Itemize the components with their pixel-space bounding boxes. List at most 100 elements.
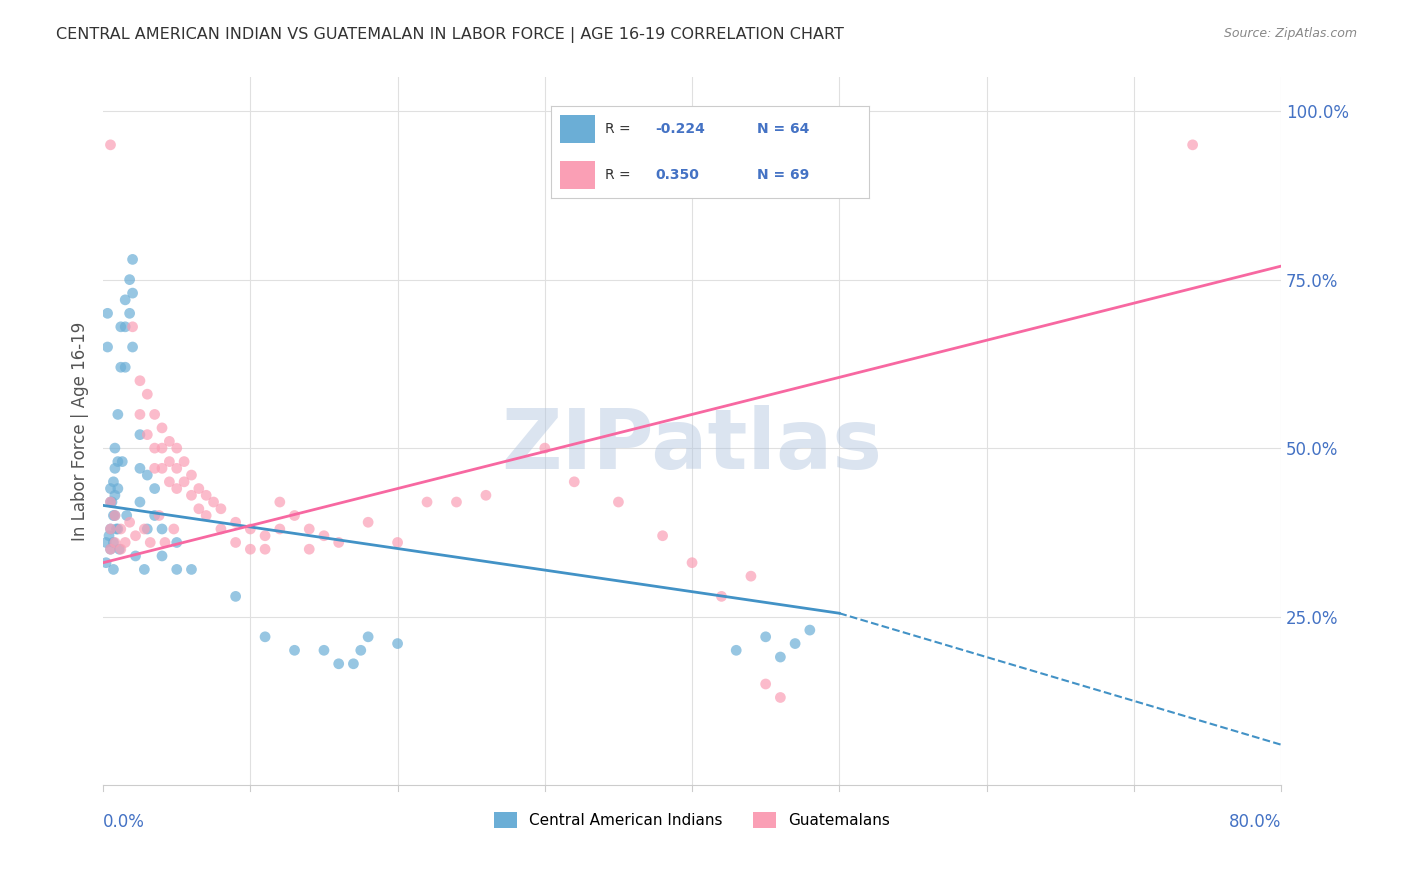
Point bbox=[312, 643, 335, 657]
Point bbox=[129, 427, 152, 442]
Point bbox=[387, 535, 409, 549]
Point bbox=[104, 508, 127, 523]
Legend: Central American Indians, Guatemalans: Central American Indians, Guatemalans bbox=[488, 805, 896, 834]
Point bbox=[143, 408, 166, 422]
Point bbox=[110, 360, 132, 375]
Point bbox=[114, 360, 136, 375]
Point bbox=[143, 482, 166, 496]
Point bbox=[134, 522, 156, 536]
Point bbox=[129, 408, 152, 422]
Point bbox=[143, 441, 166, 455]
Point bbox=[562, 475, 585, 489]
Point bbox=[107, 454, 129, 468]
Point bbox=[100, 495, 122, 509]
Point bbox=[187, 501, 209, 516]
Point bbox=[110, 319, 132, 334]
Point bbox=[100, 522, 122, 536]
Point bbox=[416, 495, 439, 509]
Point bbox=[103, 535, 125, 549]
Point bbox=[312, 529, 335, 543]
Point bbox=[769, 690, 792, 705]
Text: CENTRAL AMERICAN INDIAN VS GUATEMALAN IN LABOR FORCE | AGE 16-19 CORRELATION CHA: CENTRAL AMERICAN INDIAN VS GUATEMALAN IN… bbox=[56, 27, 844, 43]
Point bbox=[209, 522, 232, 536]
Point bbox=[254, 529, 277, 543]
Point bbox=[121, 319, 143, 334]
Point bbox=[107, 482, 129, 496]
Point bbox=[350, 643, 373, 657]
Point bbox=[173, 454, 195, 468]
Point bbox=[139, 535, 162, 549]
Point bbox=[283, 643, 305, 657]
Point bbox=[115, 508, 138, 523]
Point bbox=[150, 522, 173, 536]
Point bbox=[114, 293, 136, 307]
Point bbox=[104, 461, 127, 475]
Point bbox=[157, 434, 180, 449]
Point bbox=[533, 441, 555, 455]
Point bbox=[785, 636, 807, 650]
Point bbox=[124, 549, 146, 563]
Point bbox=[105, 522, 128, 536]
Point bbox=[103, 475, 125, 489]
Point bbox=[124, 529, 146, 543]
Point bbox=[166, 441, 188, 455]
Point bbox=[104, 508, 127, 523]
Point bbox=[799, 623, 821, 637]
Point bbox=[121, 252, 143, 267]
Point bbox=[100, 522, 122, 536]
Text: 80.0%: 80.0% bbox=[1229, 814, 1281, 831]
Point bbox=[143, 508, 166, 523]
Point bbox=[681, 556, 703, 570]
Point bbox=[239, 522, 262, 536]
Point bbox=[107, 408, 129, 422]
Point bbox=[153, 535, 176, 549]
Text: ZIPatlas: ZIPatlas bbox=[502, 405, 883, 486]
Point bbox=[387, 636, 409, 650]
Point bbox=[94, 556, 117, 570]
Point bbox=[209, 501, 232, 516]
Point bbox=[755, 630, 778, 644]
Point bbox=[136, 387, 159, 401]
Point bbox=[96, 306, 118, 320]
Point bbox=[143, 461, 166, 475]
Point bbox=[100, 542, 122, 557]
Point bbox=[114, 319, 136, 334]
Point bbox=[180, 468, 202, 483]
Point bbox=[769, 650, 792, 665]
Point bbox=[173, 475, 195, 489]
Point bbox=[298, 542, 321, 557]
Point bbox=[118, 272, 141, 286]
Point bbox=[163, 522, 186, 536]
Point bbox=[100, 482, 122, 496]
Point bbox=[755, 677, 778, 691]
Point bbox=[134, 562, 156, 576]
Point bbox=[225, 590, 247, 604]
Point bbox=[298, 522, 321, 536]
Text: 0.0%: 0.0% bbox=[103, 814, 145, 831]
Point bbox=[269, 495, 291, 509]
Point bbox=[101, 495, 124, 509]
Point bbox=[118, 515, 141, 529]
Point bbox=[725, 643, 748, 657]
Point bbox=[94, 535, 117, 549]
Point bbox=[103, 562, 125, 576]
Point bbox=[100, 495, 122, 509]
Point bbox=[150, 461, 173, 475]
Point bbox=[651, 529, 673, 543]
Point bbox=[157, 454, 180, 468]
Point bbox=[104, 535, 127, 549]
Point bbox=[607, 495, 630, 509]
Point bbox=[202, 495, 225, 509]
Point bbox=[110, 522, 132, 536]
Point bbox=[136, 468, 159, 483]
Point bbox=[180, 488, 202, 502]
Point bbox=[254, 630, 277, 644]
Point bbox=[475, 488, 498, 502]
Point bbox=[121, 286, 143, 301]
Point bbox=[342, 657, 364, 671]
Point bbox=[157, 475, 180, 489]
Y-axis label: In Labor Force | Age 16-19: In Labor Force | Age 16-19 bbox=[72, 322, 89, 541]
Point bbox=[357, 515, 380, 529]
Point bbox=[103, 508, 125, 523]
Point bbox=[166, 535, 188, 549]
